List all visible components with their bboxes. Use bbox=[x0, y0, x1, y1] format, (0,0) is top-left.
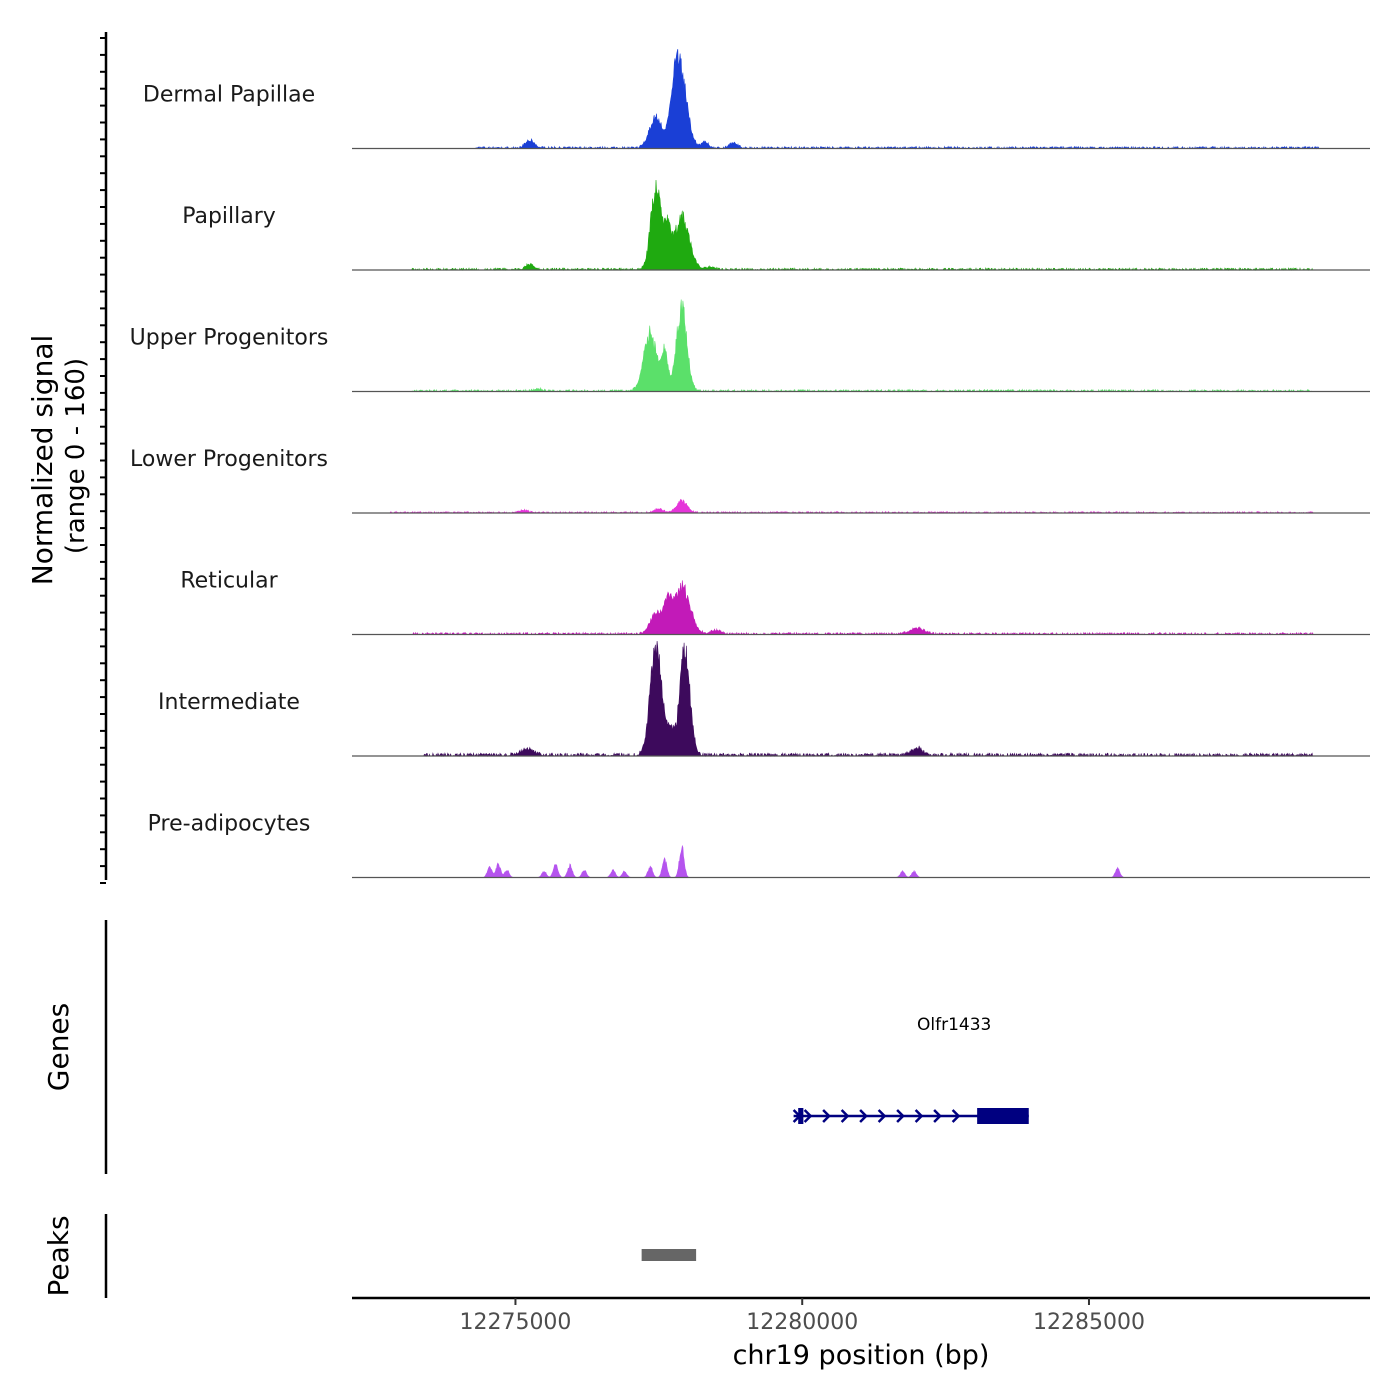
track-label: Papillary bbox=[182, 204, 276, 229]
strand-arrow-icon bbox=[859, 1109, 868, 1123]
track-signal-area bbox=[352, 299, 1370, 393]
genes-panel: Genes Olfr1433 bbox=[42, 920, 1029, 1174]
gene-label: Olfr1433 bbox=[917, 1015, 991, 1035]
strand-arrow-icon bbox=[822, 1109, 831, 1123]
track-dermal-papillae: Dermal Papillae bbox=[143, 49, 1370, 150]
gene-models: Olfr1433 bbox=[792, 1015, 1029, 1124]
track-signal-area bbox=[352, 844, 1370, 878]
gene-exon bbox=[977, 1108, 1029, 1124]
strand-arrow-icon bbox=[896, 1109, 905, 1123]
strand-arrow-icon bbox=[840, 1109, 850, 1123]
coverage-y-label-line2: (range 0 - 160) bbox=[61, 358, 91, 554]
strand-arrow-icon bbox=[877, 1109, 887, 1123]
coverage-y-axis bbox=[100, 32, 108, 884]
track-signal-area bbox=[352, 179, 1370, 272]
strand-arrow-icon bbox=[933, 1109, 942, 1123]
peak-regions bbox=[641, 1249, 697, 1261]
x-tick-label: 12280000 bbox=[746, 1310, 858, 1335]
peak-region[interactable] bbox=[641, 1249, 697, 1261]
genes-panel-label: Genes bbox=[42, 1003, 75, 1091]
track-upper-progenitors: Upper Progenitors bbox=[130, 299, 1370, 393]
track-lower-progenitors: Lower Progenitors bbox=[130, 447, 1370, 514]
track-signal-area bbox=[352, 640, 1370, 758]
track-intermediate: Intermediate bbox=[158, 640, 1370, 758]
peaks-panel-label: Peaks bbox=[42, 1215, 75, 1296]
track-label: Upper Progenitors bbox=[130, 326, 329, 351]
track-reticular: Reticular bbox=[180, 569, 1370, 636]
x-axis-ticks: 12275000 12280000 12285000 bbox=[459, 1298, 1145, 1335]
track-label: Dermal Papillae bbox=[143, 83, 315, 108]
coverage-tracks: Dermal Papillae Papillary Upper Progenitor… bbox=[130, 49, 1370, 879]
track-signal-area bbox=[352, 49, 1370, 150]
track-label: Pre-adipocytes bbox=[148, 812, 311, 837]
strand-arrow-icon bbox=[803, 1109, 813, 1123]
track-label: Reticular bbox=[180, 569, 278, 594]
coverage-y-label-line1: Normalized signal bbox=[26, 335, 59, 586]
peaks-panel: Peaks bbox=[42, 1214, 697, 1298]
x-axis: 12275000 12280000 12285000 chr19 position … bbox=[352, 1296, 1370, 1371]
x-tick-label: 12285000 bbox=[1033, 1310, 1145, 1335]
coverage-y-axis-ticks bbox=[100, 37, 106, 884]
x-axis-label: chr19 position (bp) bbox=[733, 1340, 990, 1371]
track-label: Lower Progenitors bbox=[130, 447, 328, 472]
track-papillary: Papillary bbox=[182, 179, 1370, 272]
track-signal-area bbox=[352, 498, 1370, 514]
track-pre-adipocytes: Pre-adipocytes bbox=[148, 812, 1370, 879]
track-label: Intermediate bbox=[158, 690, 300, 715]
strand-arrow-icon bbox=[914, 1109, 924, 1123]
track-signal-area bbox=[352, 580, 1370, 636]
strand-arrow-icon bbox=[951, 1109, 961, 1123]
gene-olfr1433[interactable]: Olfr1433 bbox=[792, 1015, 1029, 1124]
gene-exon bbox=[798, 1108, 804, 1124]
x-tick-label: 12275000 bbox=[459, 1310, 571, 1335]
